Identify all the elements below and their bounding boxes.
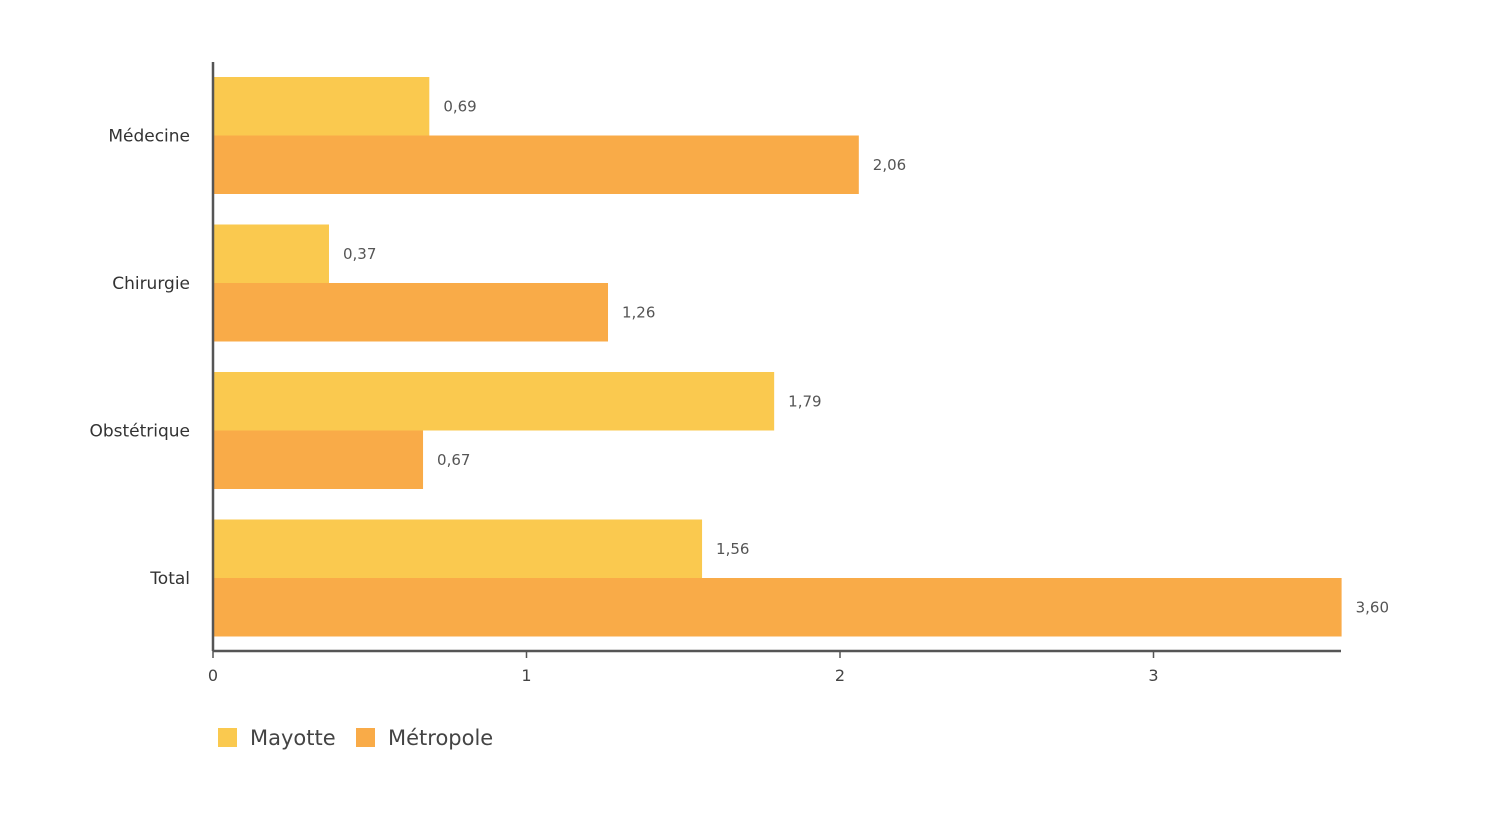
category-label: Obstétrique [89, 422, 190, 442]
category-label: Total [149, 569, 190, 589]
data-label: 0,69 [443, 97, 476, 115]
bar-mayotte-3 [213, 519, 703, 578]
x-tick-label: 1 [521, 666, 531, 685]
legend-label: Mayotte [250, 726, 336, 750]
bar-mtropole-2 [213, 430, 424, 489]
value-labels-group: 0,69 2,06 0,37 1,26 1,79 0,67 1,56 3,60 [343, 97, 1389, 616]
data-label: 1,26 [622, 303, 655, 321]
legend-label: Métropole [388, 726, 493, 750]
data-label: 1,56 [716, 540, 749, 558]
x-tick-label: 2 [835, 666, 845, 685]
category-label: Médecine [108, 127, 190, 147]
x-ticks-group: 0 1 2 3 [208, 651, 1159, 685]
bars-group [213, 77, 1342, 637]
data-label: 1,79 [788, 392, 821, 410]
legend-swatch [356, 728, 375, 747]
x-tick-label: 0 [208, 666, 218, 685]
bar-mayotte-0 [213, 77, 430, 136]
category-label: Chirurgie [112, 274, 190, 294]
bar-mayotte-1 [213, 224, 329, 283]
legend[interactable]: Mayotte Métropole [218, 726, 493, 750]
bar-mtropole-0 [213, 135, 859, 194]
x-tick-label: 3 [1148, 666, 1158, 685]
bar-mtropole-1 [213, 283, 609, 342]
legend-swatch [218, 728, 237, 747]
category-labels-group: Médecine Chirurgie Obstétrique Total [89, 127, 190, 590]
data-label: 3,60 [1356, 598, 1389, 616]
bar-mtropole-3 [213, 578, 1342, 637]
data-label: 0,37 [343, 245, 376, 263]
legend-item-mayotte[interactable]: Mayotte [218, 726, 336, 750]
data-label: 2,06 [873, 156, 906, 174]
data-label: 0,67 [437, 451, 470, 469]
bar-mayotte-2 [213, 372, 775, 431]
legend-item-mtropole[interactable]: Métropole [356, 726, 493, 750]
